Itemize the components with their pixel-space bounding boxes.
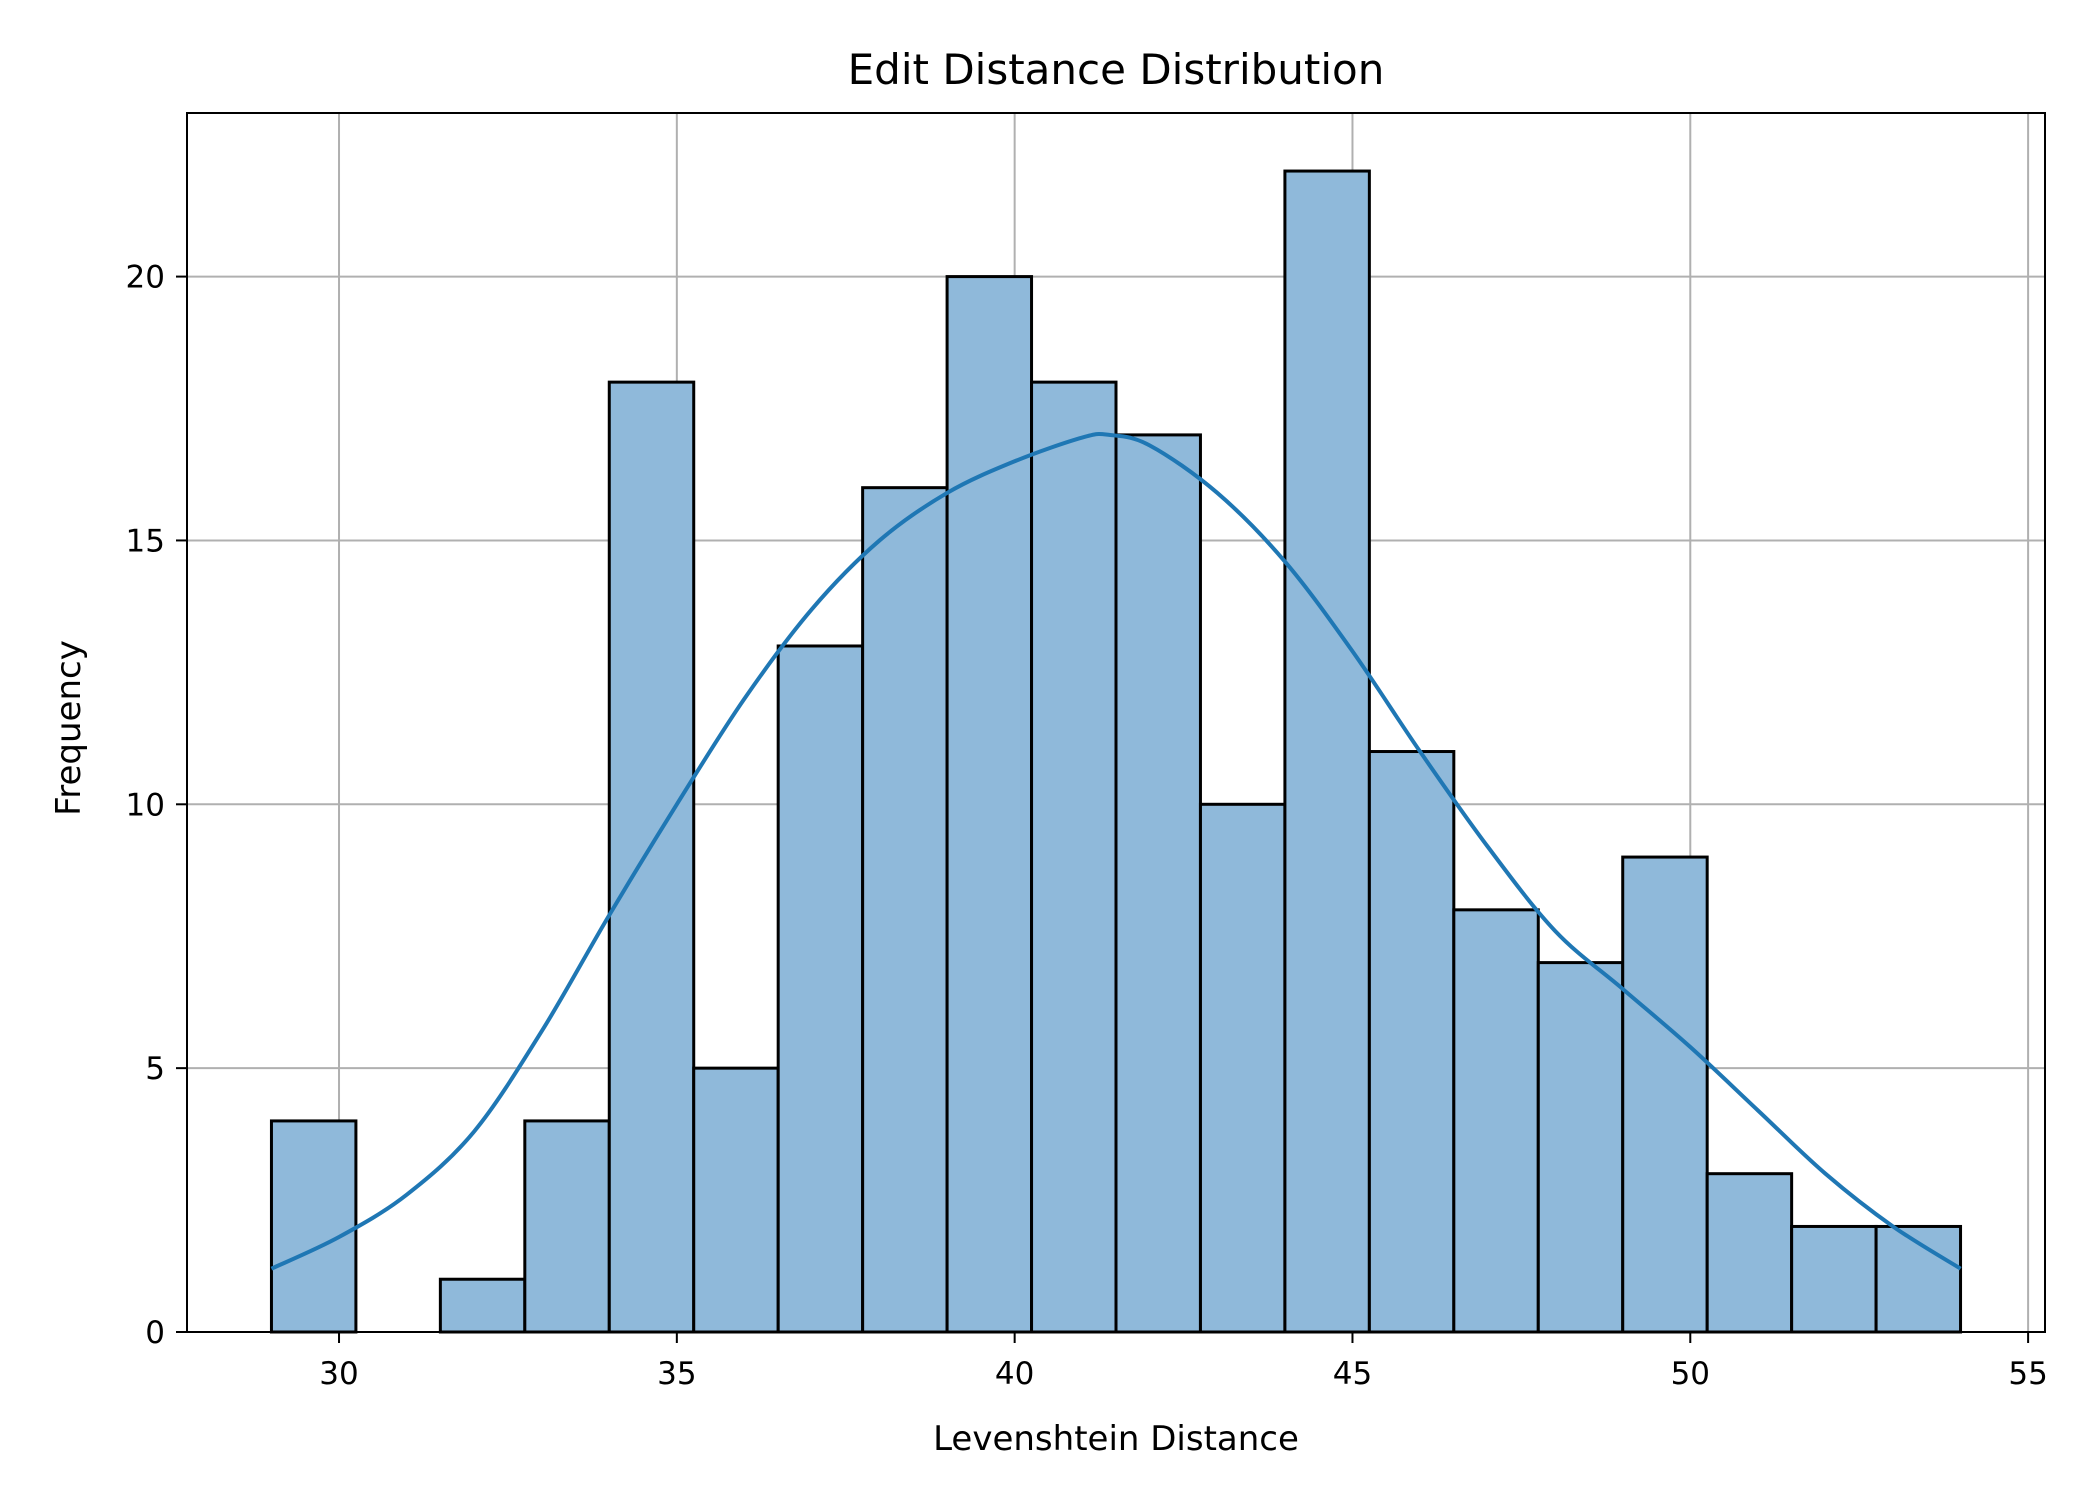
- kde-curve: [270, 431, 1962, 1271]
- y-tick-label: 20: [126, 260, 165, 296]
- histogram-bar-6: [776, 644, 865, 1334]
- x-tick-label: 35: [657, 1356, 696, 1392]
- histogram-bar-13: [1367, 750, 1456, 1334]
- histogram-bar-14: [1452, 908, 1540, 1334]
- axis-ticks: 30 35 40 45 50 55 0 5 10 15 20: [126, 260, 2048, 1392]
- histogram-bar-0: [269, 1119, 358, 1334]
- y-tick-label: 15: [126, 523, 165, 559]
- y-tick-label: 0: [145, 1315, 165, 1351]
- histogram-bars: [269, 169, 1963, 1334]
- histogram-bar-3: [523, 1119, 611, 1334]
- x-tick-label: 30: [319, 1356, 358, 1392]
- histogram-bar-16: [1621, 855, 1709, 1334]
- x-tick-label: 45: [1333, 1356, 1372, 1392]
- histogram-bar-17: [1705, 1172, 1794, 1334]
- x-tick-label: 55: [2008, 1356, 2047, 1392]
- histogram-bar-2: [438, 1277, 527, 1334]
- kde-curve-layer: [270, 431, 1962, 1271]
- histogram-bar-7: [861, 486, 949, 1334]
- x-tick-label: 40: [995, 1356, 1034, 1392]
- histogram-bar-18: [1790, 1224, 1878, 1334]
- y-tick-label: 5: [145, 1051, 165, 1087]
- y-axis-label: Frequency: [49, 640, 89, 816]
- histogram-bar-12: [1283, 169, 1371, 1334]
- histogram-bar-11: [1198, 802, 1287, 1334]
- histogram-bar-4: [607, 380, 696, 1334]
- histogram-bar-9: [1030, 380, 1118, 1334]
- histogram-bar-5: [692, 1066, 780, 1334]
- histogram-bar-8: [945, 275, 1034, 1334]
- x-axis-label: Levenshtein Distance: [933, 1419, 1299, 1459]
- histogram-bar-15: [1536, 961, 1625, 1334]
- chart-title: Edit Distance Distribution: [848, 45, 1385, 94]
- plot-frame: [186, 112, 2046, 1333]
- y-tick-label: 10: [126, 787, 165, 823]
- histogram-bar-10: [1114, 433, 1202, 1334]
- x-tick-label: 50: [1671, 1356, 1710, 1392]
